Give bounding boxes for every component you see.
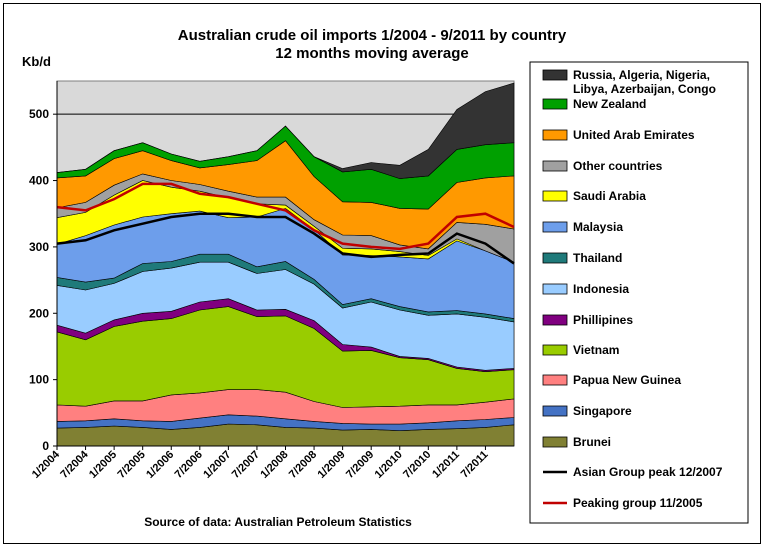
legend-swatch [542, 190, 568, 202]
legend-entry-phillipines: Phillipines [542, 313, 633, 327]
line-peaking-group-11-2005 [56, 182, 515, 251]
x-tick-label: 1/2010 [373, 449, 405, 481]
legend-entry-papua-new-guinea: Papua New Guinea [542, 373, 681, 387]
legend-entry-malaysia: Malaysia [542, 220, 623, 234]
legend-entry-saudi-arabia: Saudi Arabia [542, 189, 646, 203]
legend-entry-asian-group-peak-12-2007: Asian Group peak 12/2007 [543, 465, 723, 479]
x-tick-label: 1/2007 [201, 449, 233, 481]
legend-label: Malaysia [573, 220, 623, 234]
line-asian-group-peak-12-2007 [56, 212, 515, 265]
y-tick-label: 100 [29, 373, 49, 387]
legend-entry-singapore: Singapore [542, 404, 632, 418]
y-tick-label: 200 [29, 306, 49, 320]
x-tick-label: 7/2011 [459, 449, 491, 481]
chart-title: Australian crude oil imports 1/2004 - 9/… [178, 27, 567, 44]
legend-label: Saudi Arabia [573, 189, 646, 203]
legend-entry-russia-algeria-nigeria-libya-azerbaijan-congo: Russia, Algeria, Nigeria, Libya, Azerbaij… [542, 68, 716, 96]
legend-label: New Zealand [573, 97, 646, 111]
legend-swatch [542, 160, 568, 172]
x-tick-label: 7/2009 [344, 449, 376, 481]
x-tick-label: 1/2005 [87, 449, 119, 481]
area-russia-algeria-nigeria-libya-azerbaijan-congo [56, 82, 515, 179]
legend-swatch [542, 314, 568, 326]
legend-entry-peaking-group-11-2005: Peaking group 11/2005 [543, 496, 703, 510]
legend-swatch [542, 374, 568, 386]
legend-swatch [542, 129, 568, 141]
legend-entry-new-zealand: New Zealand [542, 97, 646, 111]
chart-subtitle: 12 months moving average [275, 45, 468, 62]
x-tick-label: 1/2009 [315, 449, 347, 481]
legend-label: Phillipines [573, 313, 633, 327]
legend-label: United Arab Emirates [573, 128, 695, 142]
legend-label: Brunei [573, 435, 611, 449]
x-tick-label: 1/2011 [430, 449, 462, 481]
legend-entry-thailand: Thailand [542, 251, 622, 265]
x-tick-label: 7/2004 [58, 448, 91, 481]
legend-entry-brunei: Brunei [542, 435, 611, 449]
legend: Russia, Algeria, Nigeria, Libya, Azerbaij… [529, 61, 749, 524]
legend-swatch [542, 252, 568, 264]
y-tick-label: 400 [29, 174, 49, 188]
legend-label: Russia, Algeria, Nigeria, Libya, Azerbaij… [573, 68, 716, 96]
legend-entry-indonesia: Indonesia [542, 282, 629, 296]
y-tick-label: 500 [29, 107, 49, 121]
x-tick-label: 7/2008 [287, 449, 319, 481]
x-tick-label: 1/2008 [258, 449, 290, 481]
y-tick-label: 300 [29, 240, 49, 254]
x-tick-label: 7/2010 [401, 449, 433, 481]
legend-label: Vietnam [573, 343, 619, 357]
source-note: Source of data: Australian Petroleum Sta… [144, 515, 412, 529]
legend-label: Peaking group 11/2005 [573, 496, 703, 510]
legend-label: Asian Group peak 12/2007 [573, 465, 723, 479]
plot-area [56, 80, 515, 447]
legend-label: Indonesia [573, 282, 629, 296]
legend-swatch [542, 436, 568, 448]
legend-label: Thailand [573, 251, 622, 265]
legend-entry-united-arab-emirates: United Arab Emirates [542, 128, 695, 142]
legend-swatch [542, 69, 568, 81]
x-tick-label: 7/2006 [173, 449, 205, 481]
y-axis-unit: Kb/d [22, 54, 51, 69]
legend-label: Singapore [573, 404, 632, 418]
legend-swatch [542, 221, 568, 233]
legend-swatch [542, 283, 568, 295]
x-tick-label: 7/2005 [116, 449, 148, 481]
legend-swatch [542, 344, 568, 356]
legend-label: Papua New Guinea [573, 373, 681, 387]
legend-label: Other countries [573, 159, 663, 173]
y-tick-label: 0 [42, 439, 49, 453]
legend-entry-other-countries: Other countries [542, 159, 663, 173]
legend-entry-vietnam: Vietnam [542, 343, 619, 357]
x-tick-label: 1/2006 [144, 449, 176, 481]
legend-swatch [542, 98, 568, 110]
x-tick-label: 7/2007 [230, 449, 262, 481]
legend-swatch [542, 405, 568, 417]
